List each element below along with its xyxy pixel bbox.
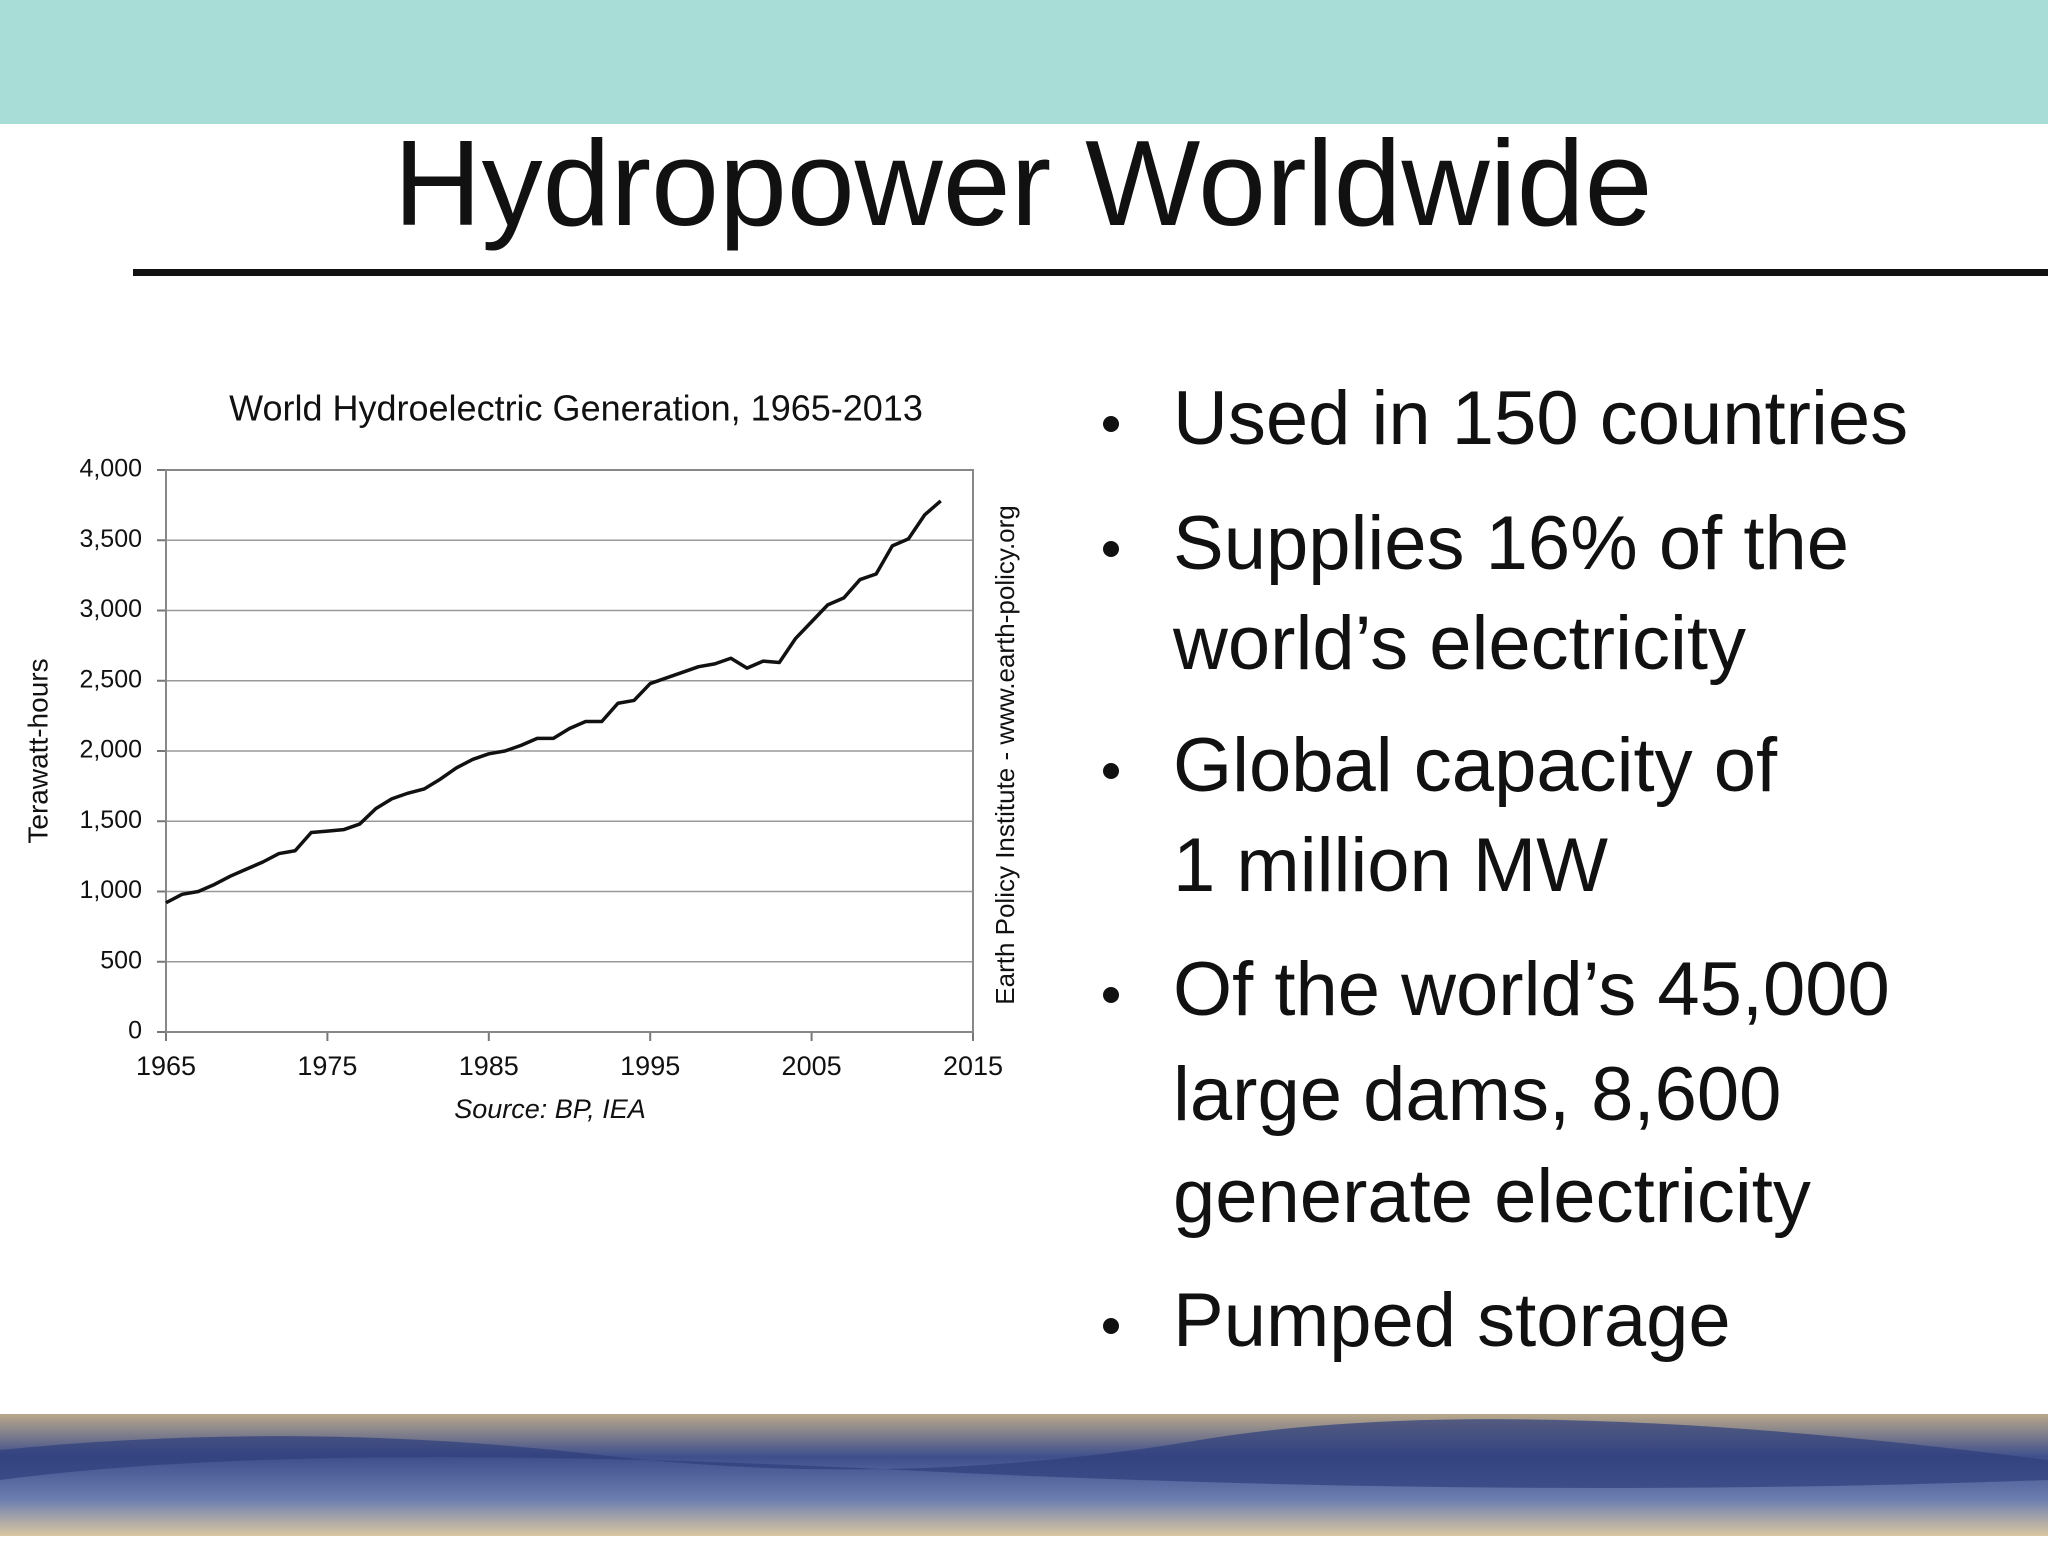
y-tick-label: 3,500 [79,525,142,553]
x-tick-label: 1975 [297,1051,357,1081]
bullet-dot [1103,987,1119,1003]
y-tick-label: 0 [128,1017,142,1045]
bullet-dot [1103,763,1119,779]
bullet-text: Of the world’s 45,000 [1173,947,1890,1032]
chart-title: World Hydroelectric Generation, 1965-201… [229,388,923,429]
bullet-text: Supplies 16% of the [1173,501,1849,586]
data-line [165,499,942,905]
y-tick-label: 2,500 [79,665,142,693]
bullet-text: Pumped storage [1173,1278,1731,1363]
bullet-list: Used in 150 countries Supplies 16% of the… [1103,376,1908,1363]
bullet-text: large dams, 8,600 [1173,1052,1781,1137]
y-tick-label: 3,000 [79,595,142,623]
y-axis-label: Terawatt-hours [22,658,53,843]
bullet-dot [1103,541,1119,557]
bullet-text: world’s electricity [1172,601,1746,686]
bullet-text: generate electricity [1173,1154,1811,1239]
bullet-text: Global capacity of [1173,723,1778,808]
header-band [0,0,2048,124]
x-tick-label: 1965 [136,1051,196,1081]
bullet-dot [1103,1318,1119,1334]
x-tick-label: 2005 [782,1051,842,1081]
y-tick-label: 1,500 [79,806,142,834]
bullet-text: Used in 150 countries [1173,376,1908,461]
y-tick-label: 500 [100,946,142,974]
chart-credit: Earth Policy Institute - www.earth-polic… [990,505,1020,1004]
plot-frame [165,469,974,1033]
bullet-dot [1103,416,1119,432]
y-tick-label: 1,000 [79,876,142,904]
y-tick-label: 4,000 [79,455,142,483]
y-tick-label: 2,000 [79,736,142,764]
x-tick-label: 1985 [459,1051,519,1081]
bullet-text: 1 million MW [1173,823,1608,908]
x-tick-label: 1995 [620,1051,680,1081]
chart-source: Source: BP, IEA [454,1094,646,1124]
title-rule [133,269,2048,276]
x-tick-label: 2015 [943,1051,1003,1081]
footer-hills [0,1419,2048,1488]
slide-title: Hydropower Worldwide [394,115,1653,251]
